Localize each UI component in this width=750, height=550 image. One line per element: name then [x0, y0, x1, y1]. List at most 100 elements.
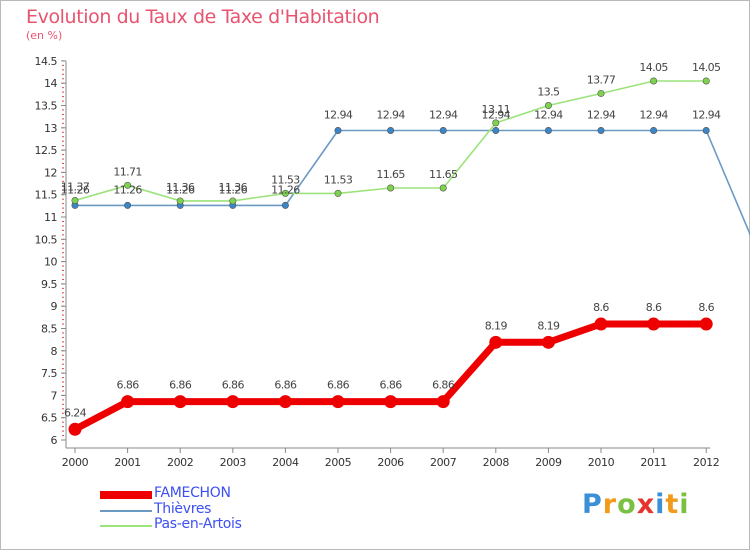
data-label-famechon: 8.6 [646, 301, 662, 314]
y-tick-label: 12.5 [35, 144, 58, 157]
data-point-thi-vres [124, 201, 132, 209]
data-label-pas-en-artois: 13.5 [537, 86, 560, 99]
data-point-famechon [278, 395, 292, 409]
x-tick-label: 2010 [588, 456, 615, 469]
x-tick-label: 2005 [325, 456, 352, 469]
data-label-pas-en-artois: 13.77 [587, 73, 616, 86]
y-tick-label: 6.5 [41, 412, 57, 425]
legend-label-famechon: FAMECHON [154, 485, 231, 501]
data-label-pas-en-artois: 11.65 [376, 168, 405, 181]
data-point-thi-vres [334, 126, 342, 134]
data-label-famechon: 6.86 [117, 379, 140, 392]
legend-label-thievres: Thièvres [154, 501, 212, 517]
data-label-thi-vres: 12.94 [376, 108, 405, 121]
data-point-thi-vres [281, 201, 289, 209]
data-point-famechon [226, 395, 240, 409]
logo-letter: t [665, 489, 680, 520]
logo-letter: i [655, 489, 666, 520]
data-point-thi-vres [702, 126, 710, 134]
data-label-pas-en-artois: 13.11 [482, 103, 511, 116]
data-label-pas-en-artois: 11.37 [61, 180, 90, 193]
data-label-pas-en-artois: 14.05 [639, 61, 668, 74]
data-point-famechon [384, 395, 398, 409]
data-point-famechon [121, 395, 135, 409]
y-tick-label: 7.5 [41, 367, 57, 380]
data-point-pas-en-artois [492, 119, 500, 127]
data-point-thi-vres [650, 126, 658, 134]
data-point-thi-vres [597, 126, 605, 134]
data-label-pas-en-artois: 11.53 [324, 173, 353, 186]
data-label-pas-en-artois: 11.71 [113, 165, 142, 178]
data-label-thi-vres: 12.94 [534, 108, 563, 121]
legend-swatch-thievres [100, 510, 152, 512]
data-label-famechon: 6.86 [169, 379, 192, 392]
y-tick-label: 10.5 [35, 233, 58, 246]
legend-swatch-pas-en-artois [100, 525, 152, 527]
chart-axes: 6 6.5 7 7.5 8 8.5 9 9.5 10 10.5 11 11.5 12 12.5 13 13.5… [35, 55, 720, 469]
y-tick-label: 9.5 [41, 278, 57, 291]
logo-letter: i [679, 489, 690, 520]
data-point-famechon [68, 422, 82, 436]
data-label-thi-vres: 11.26 [166, 183, 195, 196]
chart-data-labels: 11.26 11.26 11.26 11.26 11.26 12.94 12.94 12.94… [61, 61, 722, 419]
y-tick-label: 6 [51, 434, 58, 447]
data-label-famechon: 6.86 [327, 379, 350, 392]
data-point-thi-vres [439, 126, 447, 134]
data-label-famechon: 6.86 [432, 379, 455, 392]
data-point-pas-en-artois [544, 102, 552, 110]
data-point-famechon [331, 395, 345, 409]
x-tick-label: 2012 [693, 456, 719, 469]
data-label-thi-vres: 12.94 [639, 108, 668, 121]
data-label-famechon: 8.19 [537, 319, 560, 332]
data-point-pas-en-artois [439, 184, 447, 192]
data-label-pas-en-artois: 11.36 [219, 181, 248, 194]
chart-title: Evolution du Taux de Taxe d'Habitation [26, 6, 380, 28]
data-point-famechon [489, 335, 503, 349]
data-label-thi-vres: 11.26 [61, 183, 90, 196]
data-label-thi-vres: 12.94 [429, 108, 458, 121]
data-label-thi-vres: 11.26 [271, 183, 300, 196]
y-tick-label: 9 [51, 300, 58, 313]
data-point-famechon [699, 317, 713, 331]
data-point-pas-en-artois [702, 77, 710, 85]
data-point-pas-en-artois [71, 196, 79, 204]
data-label-thi-vres: 12.94 [482, 108, 511, 121]
legend-swatch-famechon [100, 491, 152, 499]
data-label-famechon: 6.24 [64, 406, 87, 419]
y-tick-label: 13 [44, 122, 57, 135]
y-tick-label: 8.5 [41, 323, 57, 336]
series-line-famechon [71, 320, 710, 433]
x-tick-label: 2009 [535, 456, 562, 469]
x-tick-label: 2006 [377, 456, 404, 469]
x-tick-label: 2000 [62, 456, 89, 469]
y-tick-label: 13.5 [35, 100, 58, 113]
y-tick-label: 12 [44, 166, 57, 179]
x-tick-label: 2004 [272, 456, 299, 469]
data-label-pas-en-artois: 11.65 [429, 168, 458, 181]
data-label-famechon: 8.6 [593, 301, 609, 314]
legend-label-pas-en-artois: Pas-en-Artois [154, 516, 242, 532]
y-tick-label: 11 [44, 211, 57, 224]
logo-letter: P [582, 489, 603, 520]
data-label-famechon: 8.19 [485, 319, 508, 332]
data-point-thi-vres [544, 126, 552, 134]
x-tick-label: 2003 [220, 456, 247, 469]
data-point-pas-en-artois [650, 77, 658, 85]
series-line-thi-vres [74, 129, 750, 237]
data-label-famechon: 6.86 [274, 379, 297, 392]
x-tick-label: 2011 [640, 456, 666, 469]
y-tick-label: 7 [51, 389, 58, 402]
data-label-thi-vres: 12.94 [587, 108, 616, 121]
chart-series [68, 77, 750, 436]
x-tick-label: 2001 [114, 456, 140, 469]
data-label-pas-en-artois: 14.05 [692, 61, 721, 74]
logo-letter: x [636, 489, 656, 520]
data-label-pas-en-artois: 11.53 [271, 173, 300, 186]
y-tick-label: 14.5 [35, 55, 58, 68]
data-point-famechon [436, 395, 450, 409]
proxiti-logo: Proxiti [582, 489, 690, 520]
data-point-pas-en-artois [176, 197, 184, 205]
data-point-pas-en-artois [124, 181, 132, 189]
